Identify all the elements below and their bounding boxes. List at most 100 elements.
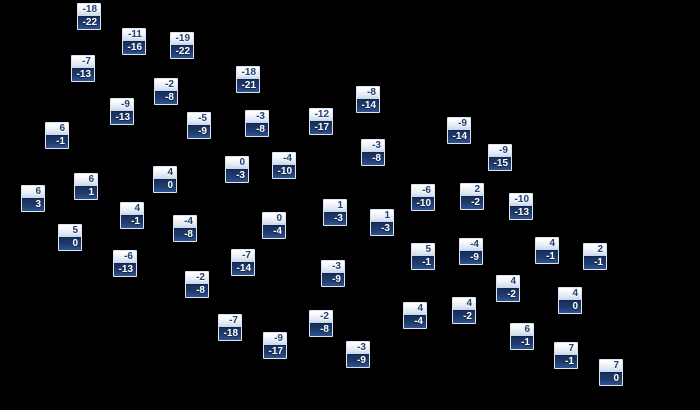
- high-temperature-value: 0: [226, 157, 248, 169]
- temperature-marker[interactable]: 7 -1: [554, 342, 578, 369]
- high-temperature-value: -6: [114, 251, 136, 263]
- temperature-marker[interactable]: -3 -9: [346, 341, 370, 368]
- high-temperature-value: -9: [489, 145, 511, 157]
- low-temperature-value: 0: [59, 237, 81, 250]
- low-temperature-value: -3: [324, 212, 346, 225]
- low-temperature-value: -14: [448, 130, 470, 143]
- temperature-marker[interactable]: 1 -3: [323, 199, 347, 226]
- low-temperature-value: -9: [460, 251, 482, 264]
- low-temperature-value: -3: [371, 222, 393, 235]
- high-temperature-value: 2: [584, 244, 606, 256]
- temperature-marker[interactable]: 4 -1: [120, 202, 144, 229]
- high-temperature-value: 5: [412, 244, 434, 256]
- temperature-marker[interactable]: -4 -8: [173, 215, 197, 242]
- temperature-marker[interactable]: -19 -22: [170, 32, 194, 59]
- temperature-marker[interactable]: -7 -14: [231, 249, 255, 276]
- low-temperature-value: -1: [511, 336, 533, 349]
- temperature-marker[interactable]: 4 0: [558, 287, 582, 314]
- low-temperature-value: -1: [121, 215, 143, 228]
- high-temperature-value: -3: [246, 111, 268, 123]
- low-temperature-value: -2: [497, 288, 519, 301]
- high-temperature-value: -10: [510, 194, 532, 206]
- low-temperature-value: -2: [461, 196, 483, 209]
- high-temperature-value: 6: [75, 174, 97, 186]
- temperature-marker[interactable]: -9 -17: [263, 332, 287, 359]
- low-temperature-value: 0: [600, 372, 622, 385]
- temperature-marker[interactable]: 1 -3: [370, 209, 394, 236]
- low-temperature-value: -1: [46, 135, 68, 148]
- temperature-marker[interactable]: -11 -16: [122, 28, 146, 55]
- high-temperature-value: 7: [600, 360, 622, 372]
- temperature-marker[interactable]: -5 -9: [187, 112, 211, 139]
- temperature-marker[interactable]: 4 -2: [452, 297, 476, 324]
- temperature-marker[interactable]: 7 0: [599, 359, 623, 386]
- high-temperature-value: -2: [310, 311, 332, 323]
- temperature-marker[interactable]: -18 -21: [236, 66, 260, 93]
- high-temperature-value: 4: [453, 298, 475, 310]
- temperature-marker[interactable]: 4 0: [153, 166, 177, 193]
- low-temperature-value: -1: [536, 250, 558, 263]
- high-temperature-value: 1: [324, 200, 346, 212]
- temperature-marker[interactable]: 5 0: [58, 224, 82, 251]
- low-temperature-value: -22: [78, 16, 100, 29]
- low-temperature-value: -8: [246, 123, 268, 136]
- high-temperature-value: -4: [460, 239, 482, 251]
- high-temperature-value: -2: [186, 272, 208, 284]
- high-temperature-value: -2: [155, 79, 177, 91]
- temperature-marker[interactable]: 6 -1: [45, 122, 69, 149]
- temperature-marker[interactable]: -3 -9: [321, 260, 345, 287]
- temperature-marker[interactable]: -10 -13: [509, 193, 533, 220]
- temperature-marker[interactable]: 6 -1: [510, 323, 534, 350]
- temperature-marker[interactable]: -7 -13: [71, 55, 95, 82]
- high-temperature-value: -18: [78, 4, 100, 16]
- temperature-marker[interactable]: 4 -2: [496, 275, 520, 302]
- low-temperature-value: -22: [171, 45, 193, 58]
- temperature-marker[interactable]: -3 -8: [361, 139, 385, 166]
- temperature-marker[interactable]: -8 -14: [356, 86, 380, 113]
- temperature-marker[interactable]: -4 -10: [272, 152, 296, 179]
- temperature-marker[interactable]: -6 -13: [113, 250, 137, 277]
- low-temperature-value: 0: [559, 300, 581, 313]
- temperature-marker[interactable]: -2 -8: [154, 78, 178, 105]
- temperature-marker[interactable]: -3 -8: [245, 110, 269, 137]
- temperature-marker[interactable]: 2 -1: [583, 243, 607, 270]
- low-temperature-value: -13: [114, 263, 136, 276]
- temperature-marker[interactable]: 5 -1: [411, 243, 435, 270]
- temperature-marker[interactable]: -2 -8: [185, 271, 209, 298]
- low-temperature-value: -16: [123, 41, 145, 54]
- temperature-marker[interactable]: 4 -4: [403, 302, 427, 329]
- low-temperature-value: -15: [489, 157, 511, 170]
- temperature-marker[interactable]: 0 -4: [262, 212, 286, 239]
- temperature-marker[interactable]: -7 -18: [218, 314, 242, 341]
- low-temperature-value: -21: [237, 79, 259, 92]
- temperature-marker[interactable]: -2 -8: [309, 310, 333, 337]
- low-temperature-value: -4: [263, 225, 285, 238]
- low-temperature-value: -1: [555, 355, 577, 368]
- low-temperature-value: 3: [22, 198, 44, 211]
- temperature-marker[interactable]: -4 -9: [459, 238, 483, 265]
- temperature-marker[interactable]: -9 -14: [447, 117, 471, 144]
- temperature-marker[interactable]: -12 -17: [309, 108, 333, 135]
- temperature-marker[interactable]: -18 -22: [77, 3, 101, 30]
- temperature-marker[interactable]: -6 -10: [411, 184, 435, 211]
- temperature-marker[interactable]: -9 -13: [110, 98, 134, 125]
- temperature-marker[interactable]: 4 -1: [535, 237, 559, 264]
- low-temperature-value: 1: [75, 186, 97, 199]
- temperature-marker[interactable]: 0 -3: [225, 156, 249, 183]
- temperature-marker[interactable]: 6 3: [21, 185, 45, 212]
- low-temperature-value: -9: [188, 125, 210, 138]
- temperature-marker[interactable]: 2 -2: [460, 183, 484, 210]
- high-temperature-value: -9: [264, 333, 286, 345]
- high-temperature-value: 4: [121, 203, 143, 215]
- high-temperature-value: -7: [219, 315, 241, 327]
- temperature-marker[interactable]: 6 1: [74, 173, 98, 200]
- low-temperature-value: -17: [264, 345, 286, 358]
- high-temperature-value: -11: [123, 29, 145, 41]
- low-temperature-value: -13: [72, 68, 94, 81]
- temperature-marker[interactable]: -9 -15: [488, 144, 512, 171]
- high-temperature-value: -18: [237, 67, 259, 79]
- high-temperature-value: -3: [362, 140, 384, 152]
- low-temperature-value: -8: [186, 284, 208, 297]
- high-temperature-value: -12: [310, 109, 332, 121]
- high-temperature-value: -9: [448, 118, 470, 130]
